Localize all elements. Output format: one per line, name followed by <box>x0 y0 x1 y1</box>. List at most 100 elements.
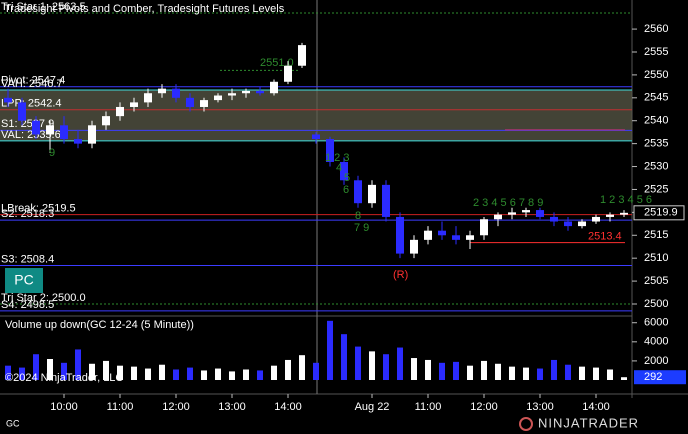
candle-body <box>620 212 628 215</box>
candle-body <box>368 184 376 204</box>
x-tick-label: 10:00 <box>50 401 78 413</box>
volume-bar <box>229 371 235 380</box>
volume-bar <box>75 349 81 380</box>
y-tick-label: 2510 <box>644 252 668 264</box>
candle-body <box>494 214 502 220</box>
candle-body <box>102 116 110 126</box>
level-label: S1: 2537.9 <box>1 118 54 130</box>
candle-body <box>130 102 138 107</box>
y-tick-label: 2550 <box>644 69 668 81</box>
candle-body <box>158 88 166 94</box>
y-tick-label: 2525 <box>644 183 668 195</box>
symbol: GC <box>6 418 20 428</box>
volume-bar <box>117 365 123 380</box>
logo: NINJATRADER <box>538 415 639 430</box>
y-tick-label: 2540 <box>644 115 668 127</box>
candle-body <box>214 95 222 101</box>
x-tick-label: 11:00 <box>107 401 134 413</box>
candle-body <box>508 212 516 215</box>
candle-body <box>550 216 558 222</box>
volume-bar <box>145 368 151 380</box>
volume-bar <box>5 365 11 380</box>
candle-body <box>298 45 306 66</box>
annotation: 9 <box>49 147 55 159</box>
volume-bar <box>215 368 221 380</box>
candle-body <box>46 125 54 135</box>
y-tick-label: 4000 <box>644 336 668 348</box>
volume-bar <box>131 366 137 380</box>
level-label: S2: 2518.3 <box>1 208 54 220</box>
volume-bar <box>411 358 417 380</box>
candle-body <box>270 81 278 94</box>
annotation: 1 2 3 <box>325 152 349 164</box>
candle-body <box>172 88 180 98</box>
volume-bar <box>509 366 515 380</box>
volume-bar <box>467 365 473 380</box>
candle-body <box>564 221 572 227</box>
annotation: (R) <box>393 269 408 281</box>
candle-body <box>228 93 236 96</box>
candle-body <box>382 184 390 217</box>
level-label: Tri Star 2: 2500.0 <box>1 292 86 304</box>
volume-bar <box>313 362 319 380</box>
y-tick-label: 2530 <box>644 160 668 172</box>
volume-bar <box>425 359 431 380</box>
candle-body <box>284 65 292 82</box>
candle-body <box>424 230 432 240</box>
volume-bar <box>593 367 599 380</box>
annotation: 2 3 4 5 6 7 8 9 <box>473 197 543 209</box>
x-tick-label: 11:00 <box>415 401 442 413</box>
candle-body <box>186 97 194 107</box>
pc-badge <box>5 268 43 293</box>
volume-bar <box>271 365 277 380</box>
y-tick-label: 2500 <box>644 298 668 310</box>
volume-bar <box>369 351 375 380</box>
volume-bar <box>243 369 249 380</box>
candle-body <box>18 102 26 121</box>
candle-body <box>466 235 474 240</box>
volume-bar <box>19 367 25 380</box>
candle-body <box>410 239 418 254</box>
x-tick-label: 13:00 <box>526 401 554 413</box>
candle-body <box>438 230 446 236</box>
annotation: 5 <box>344 172 350 184</box>
candle-body <box>312 134 320 140</box>
last-volume-box <box>634 370 686 385</box>
y-tick-label: 2545 <box>644 92 668 104</box>
candle-body <box>88 125 96 144</box>
y-tick-label: 2535 <box>644 138 668 150</box>
level-label: Pivot: 2547.4 <box>1 75 65 87</box>
x-tick-label: Aug 22 <box>355 401 390 413</box>
candle-body <box>144 93 152 103</box>
volume-bar <box>341 334 347 380</box>
volume-bar <box>355 346 361 380</box>
volume-bar <box>551 359 557 380</box>
volume-bar <box>173 369 179 380</box>
logo-icon <box>519 417 533 431</box>
x-tick-label: 12:00 <box>470 401 498 413</box>
volume-bar <box>159 364 165 380</box>
volume-bar <box>327 320 333 380</box>
candle-body <box>60 125 68 140</box>
candle-body <box>578 221 586 227</box>
volume-title: Volume up down(GC 12-24 (5 Minute)) <box>5 319 194 331</box>
y-tick-label: 2505 <box>644 275 668 287</box>
level-label: Tri Star 1: 2563.5 <box>1 1 86 13</box>
level-label: LPP: 2542.4 <box>1 98 62 110</box>
candle-body <box>4 97 12 103</box>
candle-body <box>256 90 264 94</box>
y-tick-label: 2555 <box>644 46 668 58</box>
volume-bar <box>565 364 571 380</box>
volume-bar <box>201 370 207 380</box>
volume-bar <box>453 361 459 380</box>
volume-bar <box>89 363 95 380</box>
volume-bar <box>495 363 501 380</box>
x-tick-label: 13:00 <box>218 401 246 413</box>
candle-body <box>116 106 124 117</box>
candle-body <box>340 161 348 181</box>
candle-body <box>592 216 600 222</box>
candle-body <box>326 139 334 162</box>
volume-bar <box>439 362 445 380</box>
